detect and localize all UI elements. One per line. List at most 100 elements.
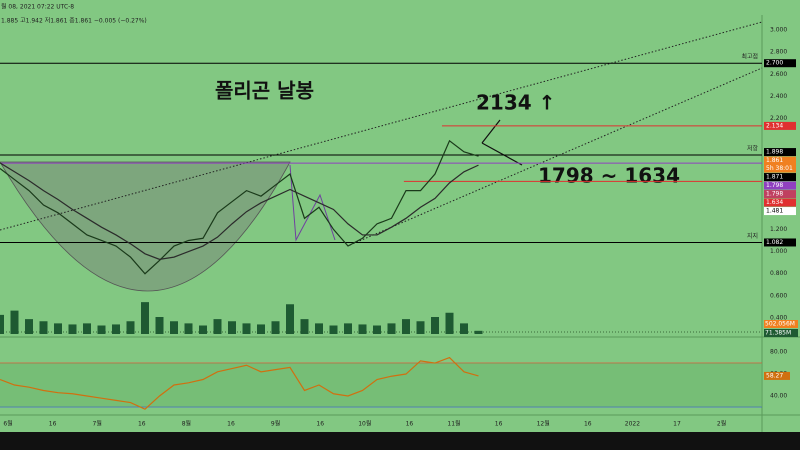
rsi-box: [764, 371, 790, 380]
y-tick-label: 2.200: [770, 115, 787, 122]
pattern-drawing: [289, 164, 336, 242]
volume-bar: [445, 312, 454, 334]
cup-drawing: [0, 161, 291, 292]
level-label: 1.798: [766, 191, 783, 198]
x-tick-label: 2월: [717, 420, 726, 428]
volume-bar: [10, 310, 19, 334]
volume-bar: [199, 325, 207, 334]
countdown: 5h 38:01: [766, 165, 793, 172]
level-label: 1.861: [766, 157, 783, 164]
rsi-label: 58.27: [766, 372, 783, 379]
y-tick-label: 0.400: [770, 315, 787, 322]
y-tick-label: 1.200: [770, 226, 787, 233]
chart-title: 폴리곤 날봉: [215, 79, 314, 103]
volume-bar: [344, 323, 352, 334]
volume-box: [764, 320, 798, 328]
y-tick-label: 1.000: [770, 248, 787, 255]
y-tick-label: 2.600: [770, 71, 787, 78]
volume-bar: [373, 325, 381, 334]
x-tick-label: 16: [49, 421, 57, 428]
level-box: [764, 198, 796, 207]
volume-bar: [155, 317, 164, 334]
x-tick-label: 16: [495, 421, 503, 428]
volume-bar: [387, 323, 396, 334]
volume-bar: [402, 319, 410, 334]
volume-bar: [329, 325, 338, 334]
volume-bar: [416, 321, 425, 334]
y-tick-label: 0.600: [770, 292, 787, 299]
x-tick-label: 9월: [271, 420, 280, 428]
volume-bar: [315, 323, 323, 334]
level-box: [764, 59, 796, 68]
level-box: [764, 148, 796, 157]
volume-bar: [242, 323, 251, 334]
level-label: 1.871: [766, 174, 783, 181]
volume-bar: [431, 317, 439, 334]
volume-bar: [184, 323, 193, 334]
volume-bar: [54, 323, 62, 334]
x-tick-label: 16: [406, 421, 414, 428]
x-tick-label: 11월: [447, 420, 460, 428]
arrow-drawing: [481, 119, 523, 166]
annotation: 1798 ~ 1634: [538, 164, 680, 188]
level-label: 1.082: [766, 239, 783, 246]
volume-bar: [257, 324, 265, 334]
x-tick-label: 16: [584, 421, 592, 428]
level-box: [764, 181, 796, 190]
level-label: 2.134: [766, 122, 783, 129]
price-line: [0, 139, 479, 275]
level-name: 저항: [747, 145, 759, 153]
level-label: 1.898: [766, 149, 783, 156]
rsi-line: [0, 356, 479, 410]
volume-bar: [170, 321, 178, 334]
volume-bar: [0, 314, 4, 334]
volume-bar: [25, 319, 33, 334]
header-ohlc: 1.885 고1.942 저1.861 종1.861 −0.005 (−0.27…: [1, 17, 147, 25]
x-tick-label: 10월: [358, 420, 371, 428]
volume-bar: [271, 321, 280, 334]
volume-bar: [141, 302, 149, 334]
volume-bar: [39, 321, 48, 334]
x-tick-label: 7월: [93, 420, 102, 428]
level-box: [764, 190, 796, 199]
x-tick-label: 8월: [182, 420, 191, 428]
x-tick-label: 6월: [3, 420, 12, 428]
x-tick-label: 16: [227, 421, 235, 428]
volume-bar: [83, 323, 91, 334]
trendline: [349, 67, 763, 246]
volume-label: 502.056M: [765, 321, 795, 328]
level-box: [764, 207, 796, 216]
volume-bar: [97, 325, 106, 334]
y-tick-label: 0.800: [770, 270, 787, 277]
trendline: [0, 21, 763, 231]
x-tick-label: 12월: [537, 420, 550, 428]
level-box: [764, 156, 796, 173]
level-label: 2.700: [766, 60, 783, 67]
volume-bar: [300, 319, 309, 334]
price-line: [0, 162, 479, 260]
y-tick-label: 2.400: [770, 93, 787, 100]
volume-bar: [460, 323, 468, 334]
level-label: 1.634: [766, 199, 783, 206]
level-name: 최고점: [741, 53, 758, 61]
y-tick-label: 3.000: [770, 26, 787, 33]
volume-bar: [213, 319, 222, 334]
volume-bar: [228, 321, 236, 334]
level-box: [764, 238, 796, 247]
volume-bar: [112, 324, 120, 334]
annotation: 2134 ↑: [476, 91, 555, 115]
volume-bar: [358, 324, 367, 334]
level-label: 1.481: [766, 208, 783, 215]
level-box: [764, 173, 796, 182]
volume-bar: [126, 321, 135, 334]
rsi-fill: [0, 363, 762, 407]
volume-box: [764, 329, 798, 337]
level-name: 지지: [747, 232, 758, 240]
volume-bar: [474, 330, 483, 334]
rsi-tick-label: 80.00: [770, 349, 787, 356]
volume-bar: [286, 304, 294, 334]
header-date: 월 08, 2021 07:22 UTC-8: [1, 3, 74, 11]
volume-bar: [68, 324, 77, 334]
